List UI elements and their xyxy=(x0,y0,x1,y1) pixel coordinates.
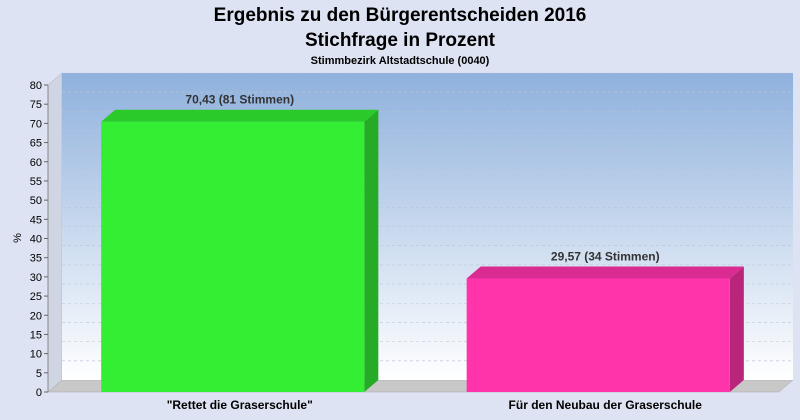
y-tick-label: 0 xyxy=(36,387,42,399)
y-axis-label: % xyxy=(12,233,24,243)
bar-1: 70,43 (81 Stimmen) xyxy=(101,93,379,392)
bars: 70,43 (81 Stimmen) 29,57 (34 Stimmen) xyxy=(101,93,744,392)
y-tick-label: 80 xyxy=(30,80,42,92)
y-tick-label: 15 xyxy=(30,329,42,341)
chart-title: Ergebnis zu den Bürgerentscheiden 2016 xyxy=(214,5,587,26)
y-tick-label: 70 xyxy=(30,118,42,130)
bar-top xyxy=(101,109,379,122)
y-tick-label: 35 xyxy=(30,253,42,265)
bar-2: 29,57 (34 Stimmen) xyxy=(466,250,744,392)
y-tick-label: 5 xyxy=(36,368,42,380)
data-label: 29,57 (34 Stimmen) xyxy=(551,250,660,264)
plot-left-wall xyxy=(47,72,63,393)
data-label: 70,43 (81 Stimmen) xyxy=(185,93,294,107)
category-label: Für den Neubau der Graserschule xyxy=(509,398,703,412)
chart-subsubtitle: Stimmbezirk Altstadtschule (0040) xyxy=(311,55,490,67)
bar-side xyxy=(364,109,379,392)
y-tick-label: 30 xyxy=(30,272,42,284)
y-tick-label: 20 xyxy=(30,310,42,322)
bar-top xyxy=(466,266,744,279)
y-tick-label: 55 xyxy=(30,176,42,188)
y-tick-label: 50 xyxy=(30,195,42,207)
y-tick-label: 40 xyxy=(30,234,42,246)
y-tick-label: 10 xyxy=(30,349,42,361)
bar-front xyxy=(101,121,365,392)
category-labels: "Rettet die Graserschule" Für den Neubau … xyxy=(167,398,703,412)
y-tick-label: 65 xyxy=(30,138,42,150)
y-tick-label: 45 xyxy=(30,214,42,226)
y-tick-label: 25 xyxy=(30,291,42,303)
chart-subtitle: Stichfrage in Prozent xyxy=(305,30,496,51)
bar-front xyxy=(466,278,730,392)
category-label: "Rettet die Graserschule" xyxy=(167,398,313,412)
y-tick-label: 60 xyxy=(30,157,42,169)
y-tick-label: 75 xyxy=(30,99,42,111)
y-ticks: 0 5 10 15 20 25 30 35 40 45 50 55 60 65 70 75 80 xyxy=(30,80,48,399)
bar-side xyxy=(729,266,744,392)
